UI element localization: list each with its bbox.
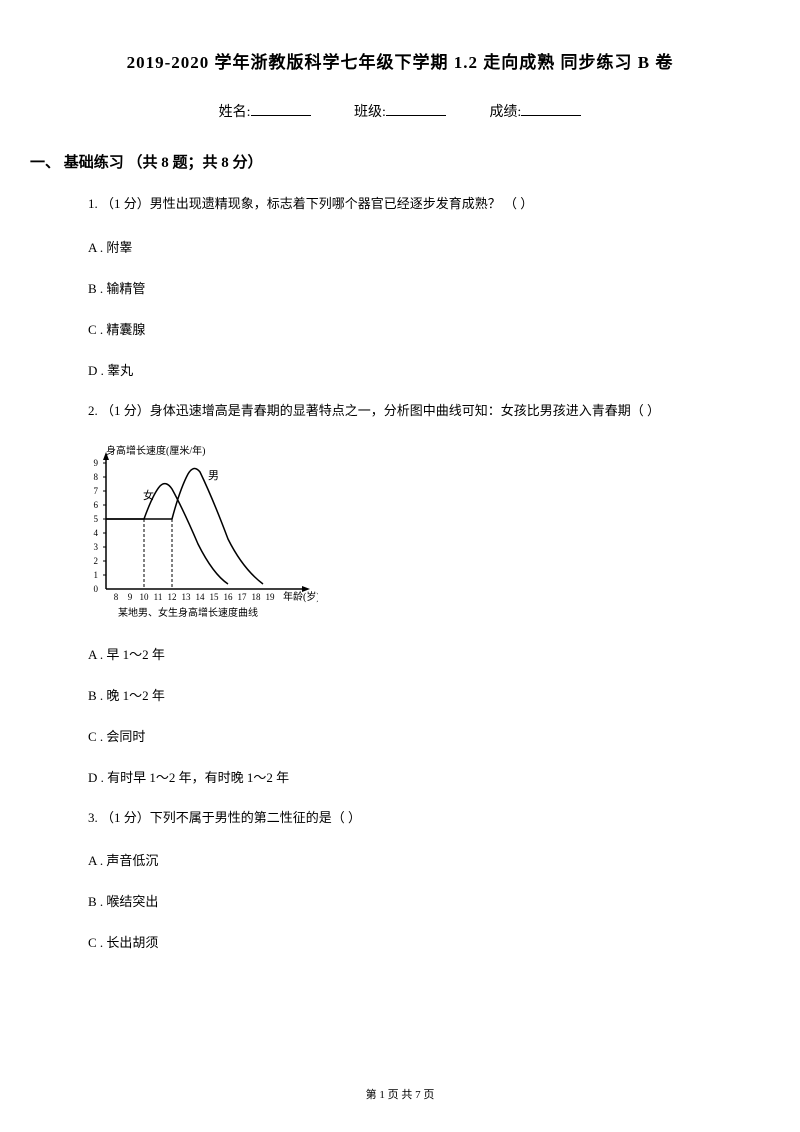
- svg-text:9: 9: [94, 458, 99, 468]
- chart-caption: 某地男、女生身高增长速度曲线: [118, 606, 258, 619]
- svg-text:17: 17: [238, 592, 248, 602]
- growth-chart: 身高增长速度(厘米/年) 0 1 2 3 4 5 6 7 8 9 8 9 10 …: [88, 444, 740, 624]
- section-title: 基础练习: [64, 155, 124, 171]
- svg-text:8: 8: [114, 592, 119, 602]
- student-info-line: 姓名: 班级: 成绩:: [60, 101, 740, 121]
- q2-option-c: C . 会同时: [88, 726, 740, 745]
- svg-text:11: 11: [154, 592, 163, 602]
- question-2: 2. （1 分）身体迅速增高是青春期的显著特点之一，分析图中曲线可知：女孩比男孩…: [88, 401, 740, 422]
- svg-text:1: 1: [94, 570, 99, 580]
- document-title: 2019-2020 学年浙教版科学七年级下学期 1.2 走向成熟 同步练习 B …: [60, 48, 740, 73]
- female-label: 女: [143, 488, 154, 502]
- svg-text:13: 13: [182, 592, 192, 602]
- score-label: 成绩:: [489, 105, 521, 120]
- male-label: 男: [208, 470, 219, 482]
- q1-option-a: A . 附睾: [88, 237, 740, 256]
- svg-text:12: 12: [168, 592, 177, 602]
- male-curve: [106, 468, 263, 584]
- female-curve: [106, 483, 228, 583]
- chart-svg: 身高增长速度(厘米/年) 0 1 2 3 4 5 6 7 8 9 8 9 10 …: [88, 444, 318, 619]
- q3-option-a: A . 声音低沉: [88, 850, 740, 869]
- class-label: 班级:: [354, 105, 386, 120]
- svg-text:18: 18: [252, 592, 262, 602]
- svg-text:15: 15: [210, 592, 220, 602]
- question-3: 3. （1 分）下列不属于男性的第二性征的是（ ）: [88, 808, 740, 829]
- score-blank: [521, 115, 581, 116]
- x-axis-label: 年龄(岁): [283, 590, 318, 603]
- svg-text:19: 19: [266, 592, 276, 602]
- svg-text:9: 9: [128, 592, 133, 602]
- svg-text:3: 3: [94, 542, 99, 552]
- q1-option-c: C . 精囊腺: [88, 319, 740, 338]
- q1-option-b: B . 输精管: [88, 278, 740, 297]
- svg-text:4: 4: [94, 528, 99, 538]
- q1-option-d: D . 睾丸: [88, 360, 740, 379]
- q2-option-a: A . 早 1～2 年: [88, 644, 740, 663]
- q3-option-c: C . 长出胡须: [88, 932, 740, 951]
- section-detail: （共 8 题；共 8 分）: [128, 155, 263, 171]
- svg-text:8: 8: [94, 472, 99, 482]
- section-number: 一、: [30, 155, 60, 171]
- svg-text:5: 5: [94, 514, 99, 524]
- svg-text:0: 0: [94, 584, 99, 594]
- name-label: 姓名:: [219, 105, 251, 120]
- q2-option-d: D . 有时早 1～2 年，有时晚 1～2 年: [88, 767, 740, 786]
- svg-text:16: 16: [224, 592, 234, 602]
- svg-text:6: 6: [94, 500, 99, 510]
- svg-text:14: 14: [196, 592, 206, 602]
- question-1: 1. （1 分）男性出现遗精现象，标志着下列哪个器官已经逐步发育成熟？ （ ）: [88, 194, 740, 215]
- svg-text:7: 7: [94, 486, 99, 496]
- name-blank: [251, 115, 311, 116]
- class-blank: [386, 115, 446, 116]
- section-header: 一、 基础练习 （共 8 题；共 8 分）: [30, 151, 740, 172]
- page-footer: 第 1 页 共 7 页: [0, 1086, 800, 1102]
- q3-option-b: B . 喉结突出: [88, 891, 740, 910]
- y-axis-label: 身高增长速度(厘米/年): [106, 444, 205, 457]
- svg-text:2: 2: [94, 556, 99, 566]
- q2-option-b: B . 晚 1～2 年: [88, 685, 740, 704]
- svg-text:10: 10: [140, 592, 150, 602]
